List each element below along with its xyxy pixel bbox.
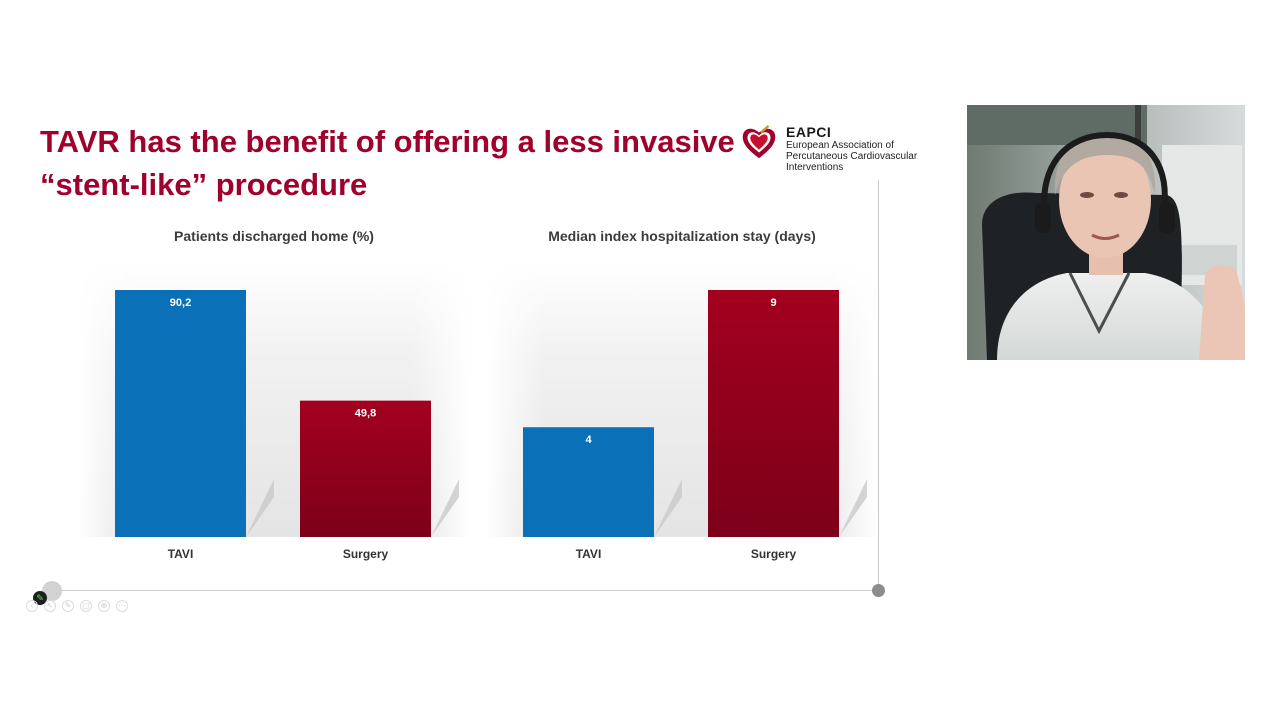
speaker-video <box>967 105 1245 360</box>
bar-value-label: 9 <box>770 297 776 309</box>
slide-border <box>878 180 879 590</box>
slide-title-line-1: TAVR has the benefit of offering a less … <box>40 124 735 159</box>
bar-tavi <box>115 290 246 537</box>
bar-shadow <box>839 479 867 537</box>
slide-title: TAVR has the benefit of offering a less … <box>40 120 740 206</box>
bar-value-label: 4 <box>585 434 592 446</box>
speaker-video-frame <box>967 105 1245 360</box>
chart-plot: 4 TAVI 9 Surgery <box>486 260 878 561</box>
chart-title: Median index hospitalization stay (days) <box>548 228 816 244</box>
progress-end-marker[interactable] <box>872 584 885 597</box>
bar-surgery <box>300 400 431 537</box>
slide-title-line-2: “stent-like” procedure <box>40 167 368 202</box>
bar-surgery <box>708 290 839 537</box>
logo-subtitle-line-2: Percutaneous Cardiovascular <box>786 151 918 162</box>
logo-subtitle-line-1: European Association of <box>786 140 894 151</box>
bar-shadow <box>431 479 459 537</box>
bar-tavi <box>523 427 654 537</box>
category-label: Surgery <box>751 547 797 561</box>
category-label: Surgery <box>343 547 389 561</box>
more-icon[interactable]: ⋯ <box>116 600 128 612</box>
pen-icon[interactable]: ✎ <box>62 600 74 612</box>
logo-subtitle: European Association of Percutaneous Car… <box>786 140 936 173</box>
chart-discharged-home: Patients discharged home (%) 90,2 TAVI 49,… <box>78 228 470 568</box>
chart-hospitalization-stay: Median index hospitalization stay (days)… <box>486 228 878 568</box>
category-label: TAVI <box>576 547 602 561</box>
logo-subtitle-line-3: Interventions <box>786 162 844 173</box>
bar-shadow <box>654 479 682 537</box>
slide-toolbar: ‹ ↖ ✎ ▢ ⊕ ⋯ <box>26 600 128 612</box>
layout-icon[interactable]: ▢ <box>80 600 92 612</box>
chart-plot: 90,2 TAVI 49,8 Surgery <box>78 260 470 561</box>
logo-name: EAPCI <box>786 124 832 140</box>
zoom-icon[interactable]: ⊕ <box>98 600 110 612</box>
progress-handle[interactable] <box>42 581 62 601</box>
chart-title: Patients discharged home (%) <box>174 228 374 244</box>
pointer-icon[interactable]: ↖ <box>44 600 56 612</box>
bar-shadow <box>246 479 274 537</box>
progress-track[interactable] <box>50 590 880 591</box>
heart-logo-icon <box>742 125 776 159</box>
category-label: TAVI <box>168 547 194 561</box>
eapci-logo: EAPCI European Association of Percutaneo… <box>740 124 940 174</box>
back-icon[interactable]: ‹ <box>26 600 38 612</box>
bar-value-label: 49,8 <box>355 408 376 420</box>
bar-value-label: 90,2 <box>170 297 191 309</box>
